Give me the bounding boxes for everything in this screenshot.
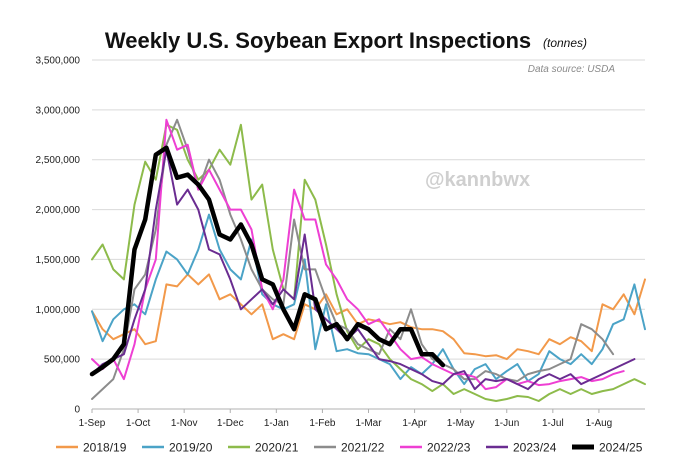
source-note: Data source: USDA (528, 64, 616, 75)
y-tick-label: 0 (74, 405, 80, 416)
x-tick-label: 1-Mar (355, 418, 382, 429)
x-tick-label: 1-Oct (126, 418, 151, 429)
y-tick-label: 3,000,000 (36, 105, 81, 116)
y-tick-label: 1,000,000 (36, 305, 81, 316)
legend-label: 2018/19 (83, 441, 127, 455)
legend-label: 2022/23 (427, 441, 471, 455)
legend: 2018/19 2019/20 2020/21 2021/22 2022/23 2023/… (56, 441, 643, 455)
series-layer (89, 118, 646, 402)
y-tick-label: 2,000,000 (36, 205, 81, 216)
chart-title: Weekly U.S. Soybean Export Inspections (105, 28, 531, 53)
series-line-2018-19 (91, 273, 646, 361)
chart-unit: (tonnes) (543, 36, 587, 50)
x-tick-label: 1-Sep (79, 418, 106, 429)
legend-label: 2020/21 (255, 441, 299, 455)
legend-label: 2021/22 (341, 441, 385, 455)
y-tick-label: 3,500,000 (36, 56, 81, 67)
x-tick-label: 1-Feb (309, 418, 336, 429)
series-line-2019-20 (91, 213, 646, 386)
x-tick-label: 1-Dec (217, 418, 244, 429)
y-tick-label: 1,500,000 (36, 255, 81, 266)
x-tick-label: 1-Jan (264, 418, 289, 429)
watermark: @kannbwx (425, 169, 530, 191)
legend-label: 2023/24 (513, 441, 557, 455)
series-line-2023-24 (91, 148, 636, 391)
axis-layer: 0 500,000 1,000,000 1,500,000 2,000,000 2,500… (36, 56, 645, 429)
x-tick-label: 1-Jul (542, 418, 564, 429)
legend-label: 2024/25 (599, 441, 643, 455)
y-tick-label: 500,000 (44, 355, 81, 366)
series-line-2021-22 (91, 118, 615, 400)
y-tick-label: 2,500,000 (36, 155, 81, 166)
series-line-2024-25 (89, 145, 446, 377)
grid-layer (92, 59, 645, 360)
x-tick-label: 1-May (447, 418, 475, 429)
series-line-2020-21 (91, 123, 646, 402)
x-tick-label: 1-Nov (171, 418, 198, 429)
x-tick-label: 1-Aug (586, 418, 613, 429)
legend-label: 2019/20 (169, 441, 213, 455)
x-tick-label: 1-Jun (494, 418, 519, 429)
x-tick-label: 1-Apr (402, 418, 427, 429)
